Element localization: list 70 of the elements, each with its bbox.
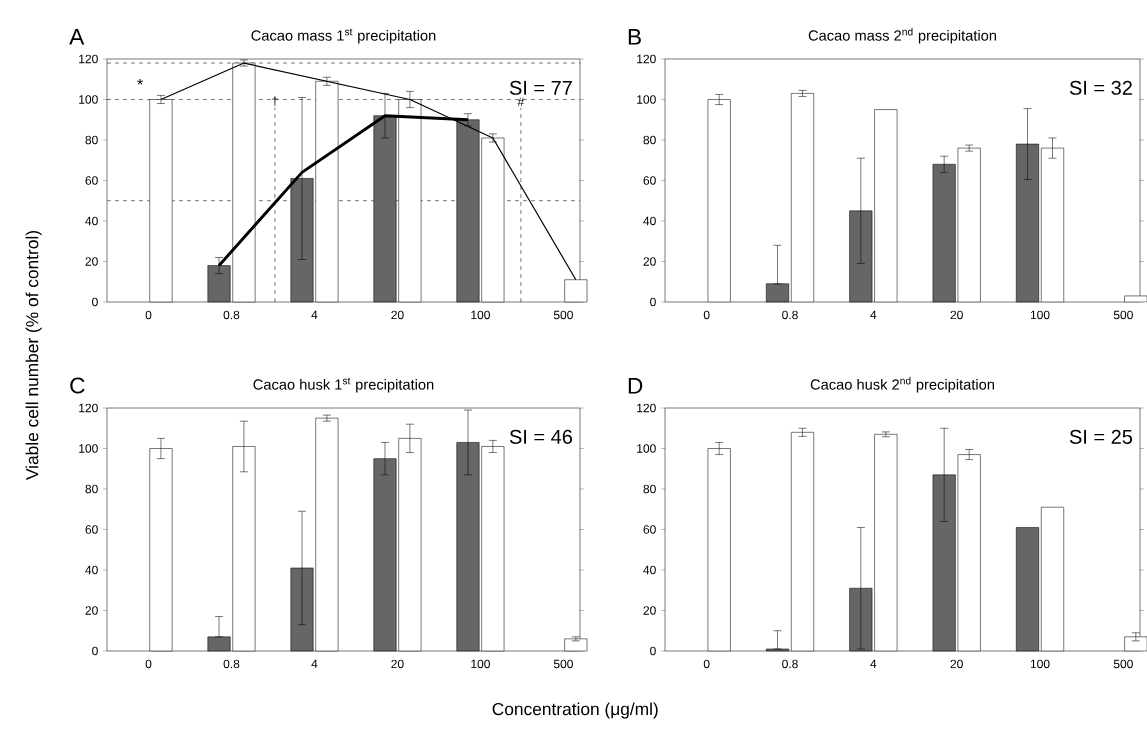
y-tick-label: 0 — [650, 646, 656, 656]
y-axis-title: Viable cell number (% of control) — [25, 231, 42, 480]
y-tick-label: 40 — [85, 216, 98, 226]
text: A — [69, 28, 85, 45]
annotation: SI = 77 — [509, 80, 572, 95]
x-tick-label: 500 — [1113, 659, 1133, 669]
x-tick-label: 100 — [1030, 310, 1050, 320]
annotation: SI = 25 — [1069, 429, 1133, 444]
y-tick-label: 20 — [85, 606, 98, 615]
y-tick-label: 20 — [85, 257, 98, 266]
x-tick-label: 0 — [145, 310, 152, 320]
y-tick-label: 80 — [643, 135, 656, 145]
y-tick-label: 80 — [643, 484, 656, 494]
x-axis-title: Concentration (μg/ml) — [492, 702, 658, 719]
chart-title: Cacao mass 2$^{nd}$ precipitation — [808, 27, 997, 44]
x-tick-label: 500 — [553, 659, 573, 669]
y-tick-label: 120 — [79, 403, 98, 413]
y-tick-label: 0 — [92, 646, 98, 656]
bar — [1124, 636, 1147, 652]
y-tick-label: 60 — [85, 176, 98, 185]
chart-title: Cacao husk 2$^{nd}$ precipitation — [810, 376, 994, 393]
y-tick-label: 20 — [643, 257, 656, 266]
annotation: † — [272, 96, 278, 107]
y-tick-label: 0 — [650, 297, 656, 307]
x-tick-label: 100 — [1030, 659, 1050, 669]
y-tick-label: 40 — [85, 565, 98, 575]
y-tick-label: 100 — [79, 95, 98, 104]
x-tick-label: 20 — [391, 659, 404, 669]
x-tick-label: 20 — [950, 310, 963, 320]
x-tick-label: 0 — [703, 659, 710, 669]
chart-title: Cacao husk 1$^{st}$ precipitation — [253, 377, 434, 393]
y-tick-label: 120 — [79, 54, 98, 64]
y-tick-label: 120 — [637, 403, 656, 413]
x-tick-label: 0.8 — [223, 310, 240, 320]
text: B — [628, 28, 641, 45]
y-tick-label: 120 — [637, 54, 656, 64]
y-tick-label: 60 — [643, 525, 656, 534]
y-tick-label: 20 — [643, 606, 656, 615]
x-tick-label: 500 — [553, 310, 573, 320]
y-tick-label: 40 — [643, 216, 656, 226]
y-tick-label: 80 — [85, 484, 98, 494]
y-tick-label: 40 — [643, 565, 656, 575]
y-tick-label: 100 — [79, 444, 98, 453]
annotation: # — [517, 97, 525, 106]
x-tick-label: 500 — [1113, 310, 1133, 320]
x-tick-label: 0.8 — [782, 659, 798, 669]
x-tick-label: 4 — [870, 310, 877, 319]
x-tick-label: 0 — [145, 659, 152, 669]
y-tick-label: 60 — [643, 176, 656, 185]
x-tick-label: 0 — [703, 310, 710, 320]
x-tick-label: 20 — [391, 310, 404, 320]
y-tick-label: 60 — [85, 525, 98, 534]
text: D — [628, 377, 643, 394]
annotation: SI = 32 — [1069, 80, 1132, 95]
x-tick-label: 0.8 — [223, 659, 240, 669]
annotation: * — [137, 79, 143, 85]
x-tick-label: 100 — [471, 659, 490, 669]
x-tick-label: 4 — [311, 659, 318, 668]
chart-title: Cacao mass 1$^{st}$ precipitation — [251, 28, 436, 44]
annotation: SI = 46 — [509, 429, 573, 444]
x-tick-label: 20 — [950, 659, 963, 669]
y-tick-label: 0 — [92, 297, 98, 307]
y-tick-label: 100 — [637, 444, 656, 453]
y-tick-label: 80 — [85, 135, 98, 145]
text: C — [70, 377, 85, 394]
x-tick-label: 4 — [311, 310, 318, 319]
x-tick-label: 4 — [870, 659, 877, 668]
x-tick-label: 100 — [471, 310, 490, 320]
x-tick-label: 0.8 — [782, 310, 798, 320]
y-tick-label: 100 — [637, 95, 656, 104]
